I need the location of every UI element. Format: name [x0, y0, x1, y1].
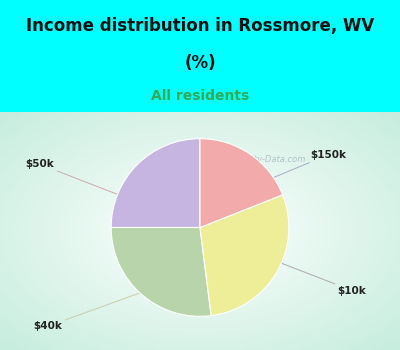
Text: All residents: All residents: [151, 89, 249, 103]
Wedge shape: [111, 228, 211, 316]
Wedge shape: [111, 139, 200, 228]
Text: $40k: $40k: [34, 293, 140, 331]
Text: (%): (%): [184, 54, 216, 72]
Text: $50k: $50k: [26, 159, 120, 195]
Text: $10k: $10k: [272, 260, 366, 295]
Wedge shape: [200, 139, 283, 228]
Text: ⓘ City-Data.com: ⓘ City-Data.com: [238, 155, 306, 164]
Text: $150k: $150k: [248, 150, 346, 188]
Wedge shape: [200, 195, 289, 316]
Text: Income distribution in Rossmore, WV: Income distribution in Rossmore, WV: [26, 17, 374, 35]
